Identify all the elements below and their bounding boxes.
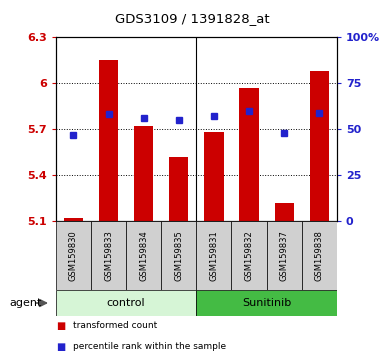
Text: GSM159831: GSM159831 [209, 230, 218, 281]
Text: GSM159830: GSM159830 [69, 230, 78, 281]
Text: GSM159838: GSM159838 [315, 230, 324, 281]
Text: Sunitinib: Sunitinib [242, 298, 291, 308]
Text: transformed count: transformed count [73, 321, 157, 330]
Text: agent: agent [10, 298, 42, 308]
Bar [310, 71, 329, 221]
Text: GSM159835: GSM159835 [174, 230, 183, 281]
Bar [134, 126, 153, 221]
Text: GDS3109 / 1391828_at: GDS3109 / 1391828_at [115, 12, 270, 25]
Text: percentile rank within the sample: percentile rank within the sample [73, 342, 226, 351]
Bar [239, 88, 259, 221]
Bar [161, 221, 196, 290]
Bar [266, 221, 302, 290]
Text: GSM159834: GSM159834 [139, 230, 148, 281]
Bar [275, 203, 294, 221]
Bar [302, 221, 337, 290]
Bar [56, 221, 91, 290]
Bar [126, 221, 161, 290]
Bar [196, 290, 337, 316]
Text: ■: ■ [56, 342, 65, 352]
Text: GSM159837: GSM159837 [280, 230, 289, 281]
Bar [64, 218, 83, 221]
Text: control: control [107, 298, 146, 308]
Bar [99, 60, 118, 221]
Bar [196, 221, 231, 290]
Bar [204, 132, 224, 221]
Bar [91, 221, 126, 290]
Text: GSM159832: GSM159832 [244, 230, 254, 281]
Text: ■: ■ [56, 321, 65, 331]
Bar [231, 221, 266, 290]
Text: GSM159833: GSM159833 [104, 230, 113, 281]
Bar [169, 157, 188, 221]
Bar [56, 290, 196, 316]
